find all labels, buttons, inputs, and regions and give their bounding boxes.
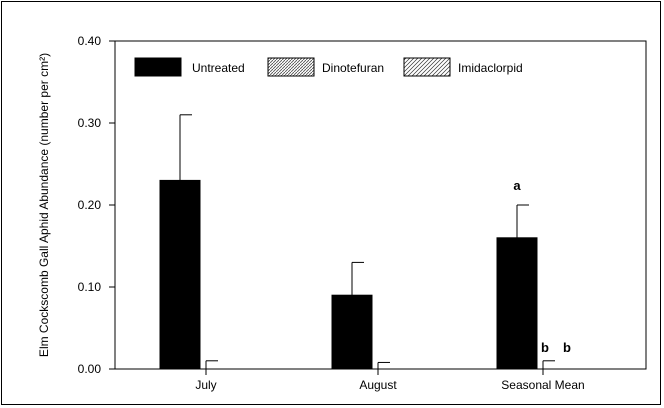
y-tick-label: 0.30 <box>78 116 102 130</box>
significance-letter: b <box>563 340 571 355</box>
y-axis-label: Elm Cockscomb Gall Aphid Abundance (numb… <box>37 53 51 357</box>
legend-label-dinotefuran: Dinotefuran <box>322 61 384 75</box>
legend-label-imidaclorpid: Imidaclorpid <box>458 61 523 75</box>
x-tick-label: August <box>359 378 397 392</box>
y-tick-label: 0.20 <box>78 198 102 212</box>
x-tick-label: Seasonal Mean <box>501 378 584 392</box>
error-bars <box>179 114 555 369</box>
legend-swatch-dinotefuran <box>267 57 315 77</box>
significance-letter: a <box>513 178 521 193</box>
x-tick-label: July <box>195 378 216 392</box>
legend-swatch-imidaclorpid <box>403 57 451 77</box>
legend-swatch-untreated <box>134 57 182 77</box>
y-tick-label: 0.00 <box>78 362 102 376</box>
legend: Untreated Dinotefuran Imidaclorpid <box>134 57 523 77</box>
y-tick-label: 0.40 <box>78 34 102 48</box>
bar-untreated <box>331 294 373 370</box>
y-tick-label: 0.10 <box>78 280 102 294</box>
y-axis: 0.00 0.10 0.20 0.30 0.40 <box>78 34 115 376</box>
significance-letter: b <box>541 340 549 355</box>
legend-label-untreated: Untreated <box>192 61 245 75</box>
bars <box>159 179 538 370</box>
bar-untreated <box>159 179 201 370</box>
x-axis: July August Seasonal Mean <box>195 369 585 392</box>
annotations: a b b <box>513 178 571 355</box>
bar-untreated <box>496 237 538 370</box>
